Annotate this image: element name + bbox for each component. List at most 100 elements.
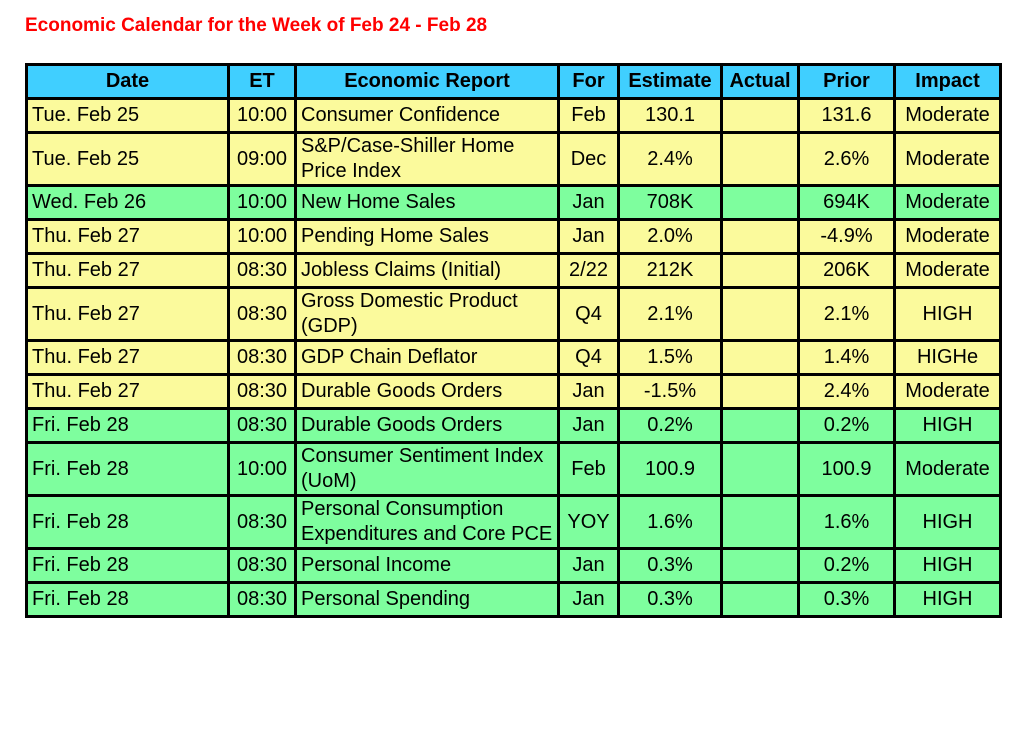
cell-actual [720, 547, 800, 584]
table-row: Wed. Feb 26 10:00 New Home Sales Jan 708K 694… [25, 184, 1002, 221]
table-row: Fri. Feb 28 08:30 Personal Income Jan 0.3% 0.… [25, 547, 1002, 584]
column-header-for: For [557, 63, 620, 100]
cell-estimate: 100.9 [617, 441, 723, 497]
cell-actual [720, 252, 800, 289]
cell-impact: Moderate [893, 218, 1002, 255]
cell-et: 10:00 [227, 218, 297, 255]
cell-for: Jan [557, 407, 620, 444]
cell-for: Q4 [557, 339, 620, 376]
table-row: Thu. Feb 27 08:30 Jobless Claims (Initial)… [25, 252, 1002, 289]
column-header-report: Economic Report [294, 63, 560, 100]
cell-actual [720, 441, 800, 497]
cell-prior: 0.2% [797, 407, 896, 444]
cell-prior: 2.6% [797, 131, 896, 187]
column-header-impact: Impact [893, 63, 1002, 100]
cell-et: 08:30 [227, 581, 297, 618]
cell-date: Thu. Feb 27 [25, 339, 230, 376]
cell-date: Tue. Feb 25 [25, 131, 230, 187]
cell-report: Personal Consumption Expenditures and Co… [294, 494, 560, 550]
cell-prior: 1.4% [797, 339, 896, 376]
column-header-et: ET [227, 63, 297, 100]
cell-estimate: 2.4% [617, 131, 723, 187]
cell-prior: 131.6 [797, 97, 896, 134]
table-row: Fri. Feb 28 08:30 Durable Goods Orders Jan 0… [25, 407, 1002, 444]
cell-actual [720, 339, 800, 376]
cell-actual [720, 373, 800, 410]
cell-estimate: 1.5% [617, 339, 723, 376]
cell-date: Fri. Feb 28 [25, 494, 230, 550]
cell-report: Pending Home Sales [294, 218, 560, 255]
cell-estimate: 708K [617, 184, 723, 221]
cell-prior: 694K [797, 184, 896, 221]
cell-actual [720, 97, 800, 134]
cell-prior: 1.6% [797, 494, 896, 550]
cell-for: Feb [557, 97, 620, 134]
cell-estimate: 2.1% [617, 286, 723, 342]
cell-report: Personal Income [294, 547, 560, 584]
cell-et: 10:00 [227, 97, 297, 134]
cell-actual [720, 494, 800, 550]
cell-for: Jan [557, 218, 620, 255]
cell-estimate: -1.5% [617, 373, 723, 410]
cell-et: 08:30 [227, 339, 297, 376]
cell-for: Feb [557, 441, 620, 497]
table-row: Thu. Feb 27 10:00 Pending Home Sales Jan 2.0… [25, 218, 1002, 255]
cell-date: Thu. Feb 27 [25, 373, 230, 410]
cell-et: 09:00 [227, 131, 297, 187]
cell-prior: -4.9% [797, 218, 896, 255]
cell-actual [720, 218, 800, 255]
cell-date: Thu. Feb 27 [25, 252, 230, 289]
table-row: Fri. Feb 28 08:30 Personal Spending Jan 0.3%… [25, 581, 1002, 618]
column-header-actual: Actual [720, 63, 800, 100]
column-header-date: Date [25, 63, 230, 100]
cell-et: 08:30 [227, 407, 297, 444]
cell-for: Jan [557, 184, 620, 221]
cell-report: Gross Domestic Product (GDP) [294, 286, 560, 342]
cell-prior: 206K [797, 252, 896, 289]
cell-actual [720, 581, 800, 618]
cell-report: S&P/Case-Shiller Home Price Index [294, 131, 560, 187]
cell-impact: Moderate [893, 252, 1002, 289]
cell-estimate: 0.3% [617, 581, 723, 618]
cell-estimate: 1.6% [617, 494, 723, 550]
cell-report: New Home Sales [294, 184, 560, 221]
cell-report: Durable Goods Orders [294, 407, 560, 444]
cell-et: 10:00 [227, 184, 297, 221]
cell-for: 2/22 [557, 252, 620, 289]
cell-report: Jobless Claims (Initial) [294, 252, 560, 289]
column-header-estimate: Estimate [617, 63, 723, 100]
cell-impact: HIGH [893, 286, 1002, 342]
cell-impact: Moderate [893, 184, 1002, 221]
cell-actual [720, 184, 800, 221]
page-title: Economic Calendar for the Week of Feb 24… [25, 15, 488, 36]
column-header-prior: Prior [797, 63, 896, 100]
cell-estimate: 2.0% [617, 218, 723, 255]
cell-impact: HIGH [893, 494, 1002, 550]
table-body: Tue. Feb 25 10:00 Consumer Confidence Feb 13… [25, 97, 1002, 618]
cell-estimate: 130.1 [617, 97, 723, 134]
cell-for: YOY [557, 494, 620, 550]
cell-report: Personal Spending [294, 581, 560, 618]
cell-impact: Moderate [893, 131, 1002, 187]
cell-date: Fri. Feb 28 [25, 581, 230, 618]
table-row: Fri. Feb 28 08:30 Personal Consumption Exp… [25, 494, 1002, 550]
cell-for: Jan [557, 373, 620, 410]
cell-report: GDP Chain Deflator [294, 339, 560, 376]
cell-date: Fri. Feb 28 [25, 441, 230, 497]
cell-impact: HIGHe [893, 339, 1002, 376]
header-row: Date ET Economic Report For Estimate Actual Pr… [25, 63, 1002, 100]
cell-for: Jan [557, 581, 620, 618]
table-row: Thu. Feb 27 08:30 Durable Goods Orders Jan -… [25, 373, 1002, 410]
table-row: Thu. Feb 27 08:30 GDP Chain Deflator Q4 1.5%… [25, 339, 1002, 376]
table-row: Thu. Feb 27 08:30 Gross Domestic Product (… [25, 286, 1002, 342]
cell-estimate: 212K [617, 252, 723, 289]
cell-et: 08:30 [227, 252, 297, 289]
cell-actual [720, 407, 800, 444]
cell-et: 08:30 [227, 286, 297, 342]
table-row: Fri. Feb 28 10:00 Consumer Sentiment Index… [25, 441, 1002, 497]
cell-prior: 2.4% [797, 373, 896, 410]
table-row: Tue. Feb 25 10:00 Consumer Confidence Feb 13… [25, 97, 1002, 134]
cell-for: Dec [557, 131, 620, 187]
cell-impact: Moderate [893, 373, 1002, 410]
cell-prior: 0.2% [797, 547, 896, 584]
